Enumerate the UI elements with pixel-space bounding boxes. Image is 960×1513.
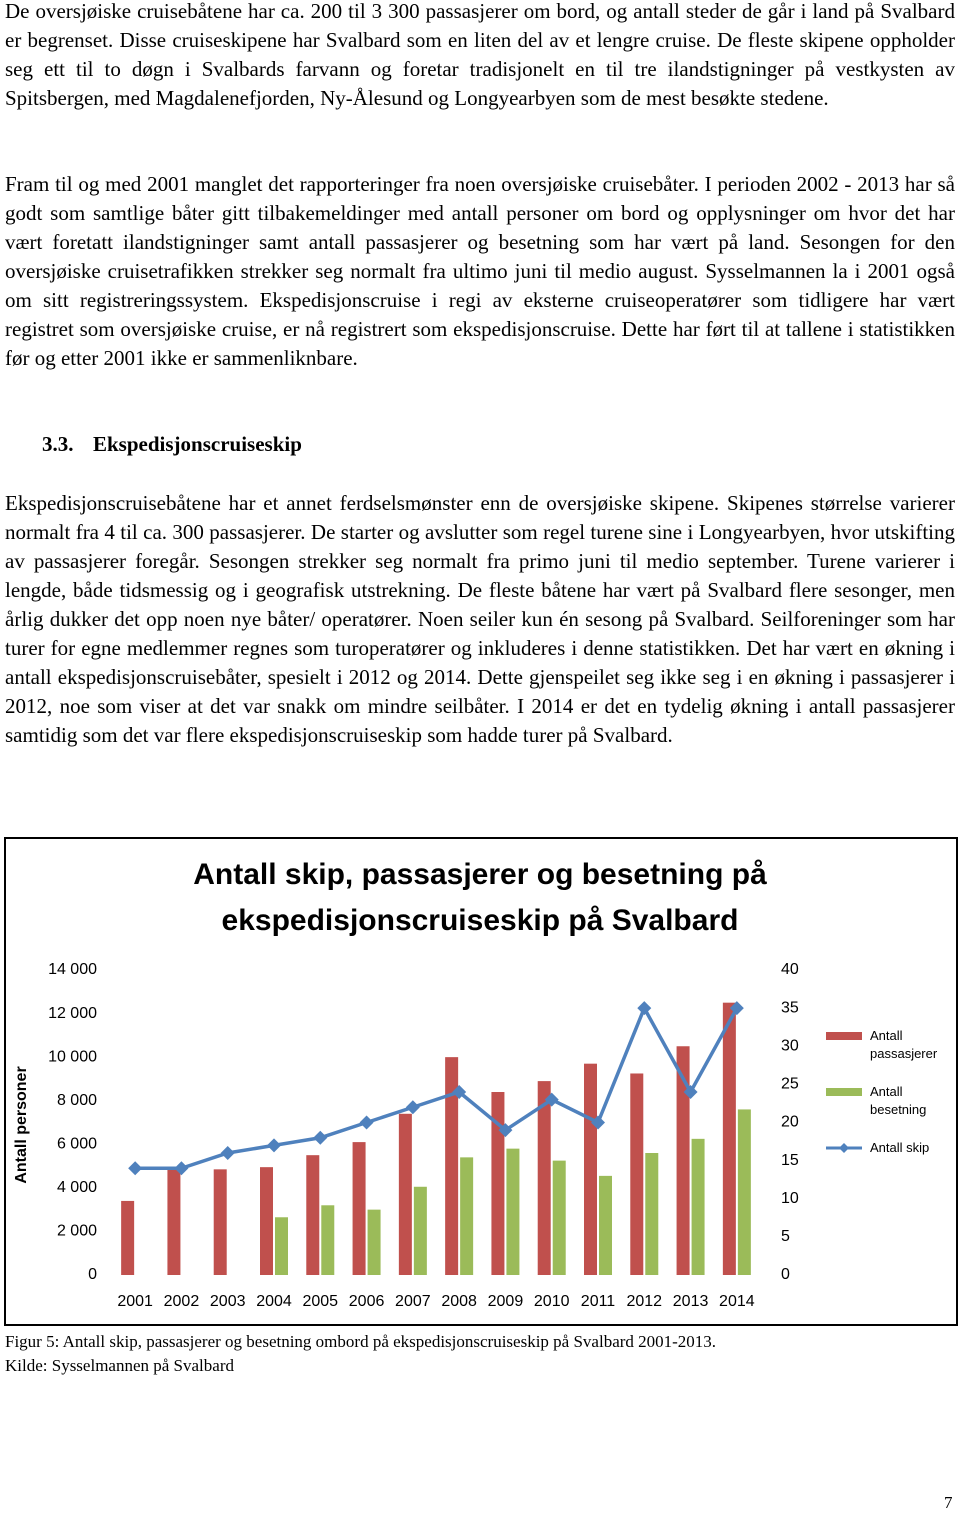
bar [552, 1160, 566, 1275]
y2-tick-label: 30 [781, 1037, 799, 1054]
x-tick-label: 2003 [210, 1293, 246, 1310]
marker [174, 1161, 189, 1176]
bar [367, 1209, 381, 1275]
bar [213, 1169, 227, 1275]
x-tick-label: 2007 [395, 1293, 431, 1310]
legend-swatch [826, 1032, 862, 1040]
marker [313, 1130, 328, 1145]
heading: Ekspedisjonscruiseskip [93, 432, 302, 456]
paragraph: Fram til og med 2001 manglet det rapport… [5, 172, 955, 370]
bar [445, 1057, 459, 1275]
x-tick-label: 2009 [488, 1293, 524, 1310]
paragraph: Ekspedisjonscruisebåtene har et annet fe… [5, 491, 955, 747]
bar [121, 1200, 135, 1275]
y2-tick-label: 25 [781, 1076, 799, 1093]
bar [352, 1142, 366, 1275]
x-tick-label: 2010 [534, 1293, 570, 1310]
x-tick-label: 2013 [673, 1293, 709, 1310]
bar [676, 1046, 690, 1275]
bar [630, 1073, 644, 1275]
bar [321, 1205, 335, 1275]
legend-label: Antall skip [870, 1140, 930, 1155]
y2-tick-label: 35 [781, 999, 799, 1016]
y2-tick-label: 10 [781, 1190, 799, 1207]
marker [729, 1001, 744, 1016]
x-tick-label: 2011 [581, 1293, 616, 1310]
x-tick-label: 2005 [302, 1293, 338, 1310]
marker [452, 1085, 467, 1099]
page-number: 7 [944, 1493, 953, 1512]
bar [260, 1167, 273, 1275]
bar [584, 1063, 597, 1275]
paragraph: De oversjøiske cruisebåtene har ca. 200 … [5, 0, 955, 110]
bar [537, 1081, 551, 1275]
x-tick-label: 2002 [164, 1293, 200, 1310]
line [135, 1004, 739, 1170]
y2-tick-label: 15 [781, 1152, 799, 1169]
caption: Kilde: Sysselmannen på Svalbard [5, 1356, 234, 1375]
x-tick-label: 2006 [349, 1293, 385, 1310]
legend-label: Antall passasjerer [870, 1028, 938, 1061]
y2-tick-label: 5 [781, 1228, 790, 1245]
y-tick-label: 6 000 [57, 1136, 97, 1153]
y-tick-label: 14 000 [48, 961, 97, 978]
bar [645, 1153, 659, 1275]
marker [405, 1100, 420, 1115]
legend-swatch [839, 1143, 849, 1153]
marker [544, 1092, 559, 1107]
marker [359, 1115, 374, 1130]
caption: Figur 5: Antall skip, passasjerer og bes… [5, 1332, 717, 1351]
y-tick-label: 0 [88, 1266, 97, 1283]
bar [398, 1113, 412, 1275]
y-axis-label: Antall personer [13, 1066, 30, 1183]
legend-swatch [826, 1088, 862, 1096]
chart-title: Antall skip, passasjerer og besetning på… [193, 858, 767, 937]
y-tick-label: 2 000 [57, 1223, 97, 1240]
marker [267, 1138, 281, 1153]
y2-tick-label: 20 [781, 1114, 799, 1131]
marker [220, 1146, 235, 1160]
bar [722, 1002, 736, 1275]
x-tick-label: 2008 [441, 1293, 477, 1310]
bar [460, 1157, 474, 1275]
heading-number: 3.3. [42, 432, 74, 456]
x-tick-label: 2012 [626, 1293, 662, 1310]
bar [506, 1148, 520, 1275]
x-tick-label: 2014 [719, 1293, 755, 1310]
bar [599, 1175, 612, 1275]
x-tick-label: 2004 [256, 1293, 292, 1310]
bar [275, 1217, 288, 1275]
y2-tick-label: 0 [781, 1266, 790, 1283]
y-tick-label: 8 000 [57, 1092, 97, 1109]
y-tick-label: 10 000 [48, 1048, 97, 1065]
marker [591, 1115, 605, 1130]
bar [691, 1138, 705, 1275]
bar [413, 1186, 427, 1275]
y-tick-label: 4 000 [57, 1179, 97, 1196]
marker [637, 1001, 652, 1016]
bar [491, 1092, 505, 1275]
chart-border [4, 837, 958, 1326]
y2-tick-label: 40 [781, 961, 799, 978]
bar [167, 1168, 181, 1275]
bar [306, 1155, 320, 1275]
legend-label: Antall besetning [870, 1084, 927, 1117]
x-tick-label: 2001 [117, 1293, 153, 1310]
bar [737, 1109, 751, 1275]
marker [498, 1123, 513, 1138]
marker [683, 1085, 698, 1099]
y-tick-label: 12 000 [48, 1005, 97, 1022]
marker [128, 1161, 143, 1176]
